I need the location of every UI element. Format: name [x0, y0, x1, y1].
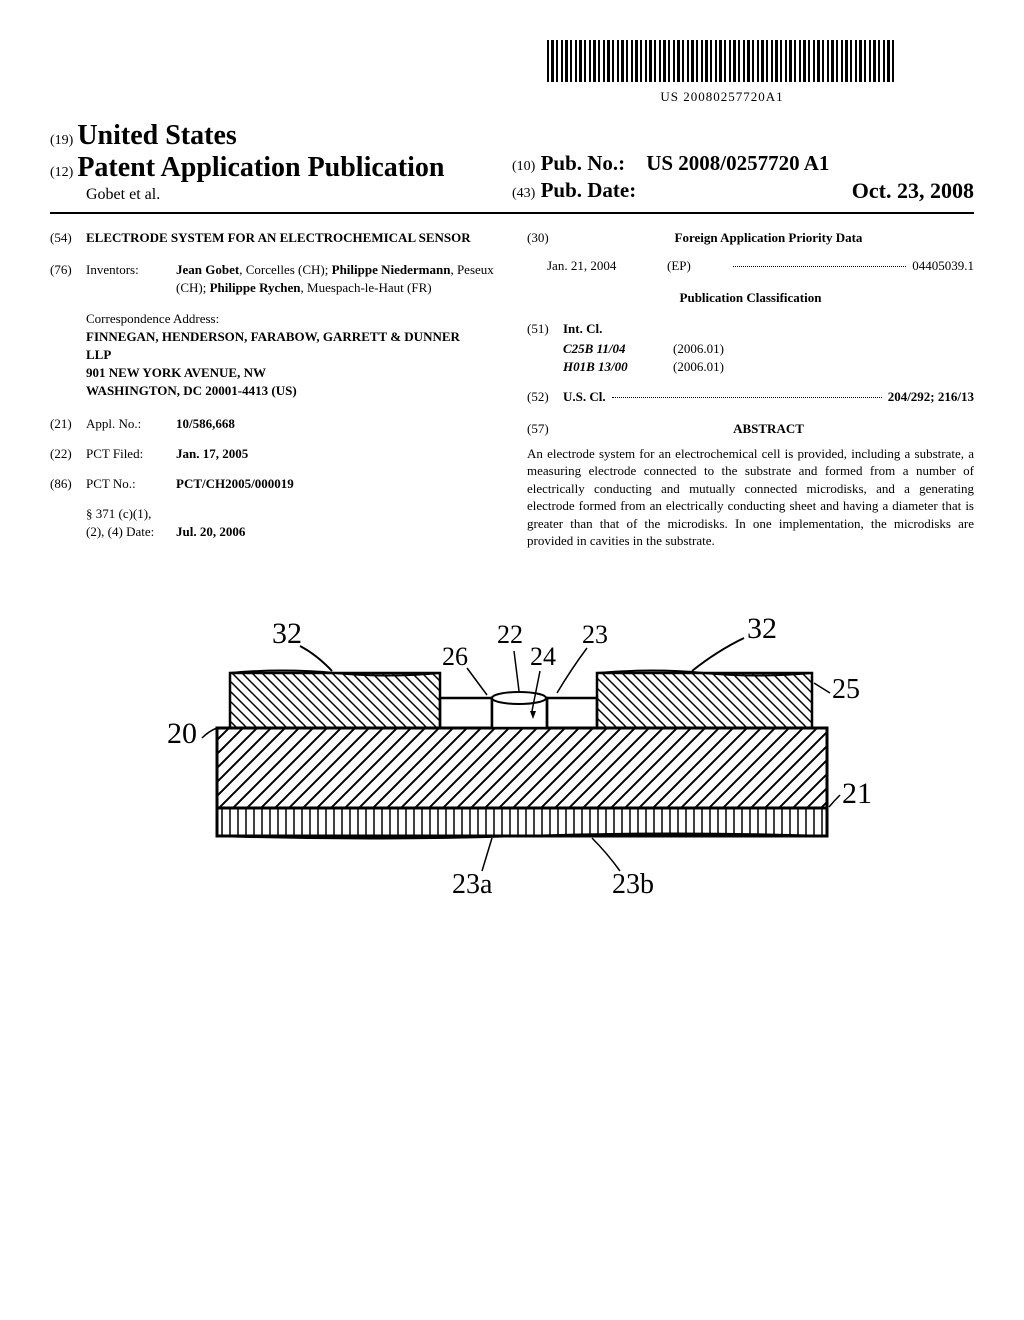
pub-class-header: Publication Classification — [527, 289, 974, 307]
pub-date-label: Pub. Date: — [541, 178, 637, 202]
header-right: (10) Pub. No.: US 2008/0257720 A1 (43) P… — [512, 151, 974, 204]
appl-no: 10/586,668 — [176, 415, 497, 433]
appl-no-label: Appl. No.: — [86, 415, 176, 433]
foreign-code: (30) — [527, 229, 563, 247]
pub-type: Patent Application Publication — [77, 152, 444, 183]
appl-no-code: (21) — [50, 415, 86, 433]
dots — [612, 388, 882, 398]
svg-text:32: 32 — [272, 617, 302, 650]
barcode-graphic — [547, 40, 897, 82]
svg-text:23: 23 — [582, 620, 608, 649]
document-header: (19) United States (12) Patent Applicati… — [50, 120, 974, 214]
svg-text:23a: 23a — [452, 869, 493, 900]
right-column: (30) Foreign Application Priority Data J… — [527, 229, 974, 553]
s371-date: Jul. 20, 2006 — [176, 523, 497, 541]
pct-no-code: (86) — [50, 475, 86, 493]
foreign-header: Foreign Application Priority Data — [563, 229, 974, 247]
pct-filed-label: PCT Filed: — [86, 445, 176, 463]
svg-text:32: 32 — [747, 612, 777, 645]
title-code: (54) — [50, 229, 86, 247]
svg-text:26: 26 — [442, 642, 468, 671]
abstract-header: ABSTRACT — [563, 420, 974, 438]
foreign-num: 04405039.1 — [912, 257, 974, 275]
correspondence-addr2: WASHINGTON, DC 20001-4413 (US) — [86, 382, 497, 400]
int-cl-label: Int. Cl. — [563, 320, 602, 338]
us-cl-code: (52) — [527, 388, 563, 406]
correspondence-addr1: 901 NEW YORK AVENUE, NW — [86, 364, 497, 382]
int-cl-2-year: (2006.01) — [673, 358, 724, 376]
svg-text:23b: 23b — [612, 869, 654, 900]
columns: (54) ELECTRODE SYSTEM FOR AN ELECTROCHEM… — [50, 229, 974, 553]
pub-type-code: (12) — [50, 165, 73, 180]
foreign-row: Jan. 21, 2004 (EP) 04405039.1 — [547, 257, 974, 275]
abstract-text: An electrode system for an electrochemic… — [527, 445, 974, 550]
figure-container: 32 32 22 23 26 24 25 20 21 23a 23b — [50, 583, 974, 918]
pct-no-label: PCT No.: — [86, 475, 176, 493]
svg-text:24: 24 — [530, 642, 556, 671]
us-cl-value: 204/292; 216/13 — [888, 388, 974, 406]
foreign-country: (EP) — [667, 257, 727, 275]
int-cl-1: C25B 11/04 — [563, 340, 673, 358]
patent-figure: 32 32 22 23 26 24 25 20 21 23a 23b — [122, 583, 902, 913]
pub-no: US 2008/0257720 A1 — [646, 151, 829, 175]
svg-text:21: 21 — [842, 777, 872, 810]
barcode-text: US 20080257720A1 — [470, 89, 974, 105]
inventors-label: Inventors: — [86, 261, 176, 297]
country-code: (19) — [50, 133, 73, 148]
inventors-code: (76) — [50, 261, 86, 297]
dots — [733, 257, 906, 267]
correspondence-label: Correspondence Address: — [86, 310, 497, 328]
barcode-section: US 20080257720A1 — [470, 40, 974, 105]
correspondence: Correspondence Address: FINNEGAN, HENDER… — [86, 310, 497, 401]
authors-line: Gobet et al. — [86, 186, 512, 204]
int-cl-2: H01B 13/00 — [563, 358, 673, 376]
pct-no: PCT/CH2005/000019 — [176, 475, 497, 493]
left-column: (54) ELECTRODE SYSTEM FOR AN ELECTROCHEM… — [50, 229, 497, 553]
correspondence-llp: LLP — [86, 346, 497, 364]
foreign-date: Jan. 21, 2004 — [547, 257, 667, 275]
pub-no-code: (10) — [512, 159, 535, 174]
pub-date: Oct. 23, 2008 — [852, 178, 974, 204]
pub-date-code: (43) — [512, 186, 535, 201]
svg-text:22: 22 — [497, 620, 523, 649]
abstract-code: (57) — [527, 420, 563, 438]
int-cl-1-year: (2006.01) — [673, 340, 724, 358]
svg-text:25: 25 — [832, 674, 860, 705]
s371-label2: (2), (4) Date: — [86, 523, 176, 541]
svg-text:20: 20 — [167, 717, 197, 750]
pub-no-label: Pub. No.: — [541, 151, 626, 175]
pct-filed-code: (22) — [50, 445, 86, 463]
country: United States — [77, 120, 236, 151]
header-left: (19) United States (12) Patent Applicati… — [50, 120, 512, 204]
s371-label: § 371 (c)(1), — [86, 505, 176, 523]
inventors: Jean Gobet, Corcelles (CH); Philippe Nie… — [176, 261, 497, 297]
pct-filed: Jan. 17, 2005 — [176, 445, 497, 463]
title: ELECTRODE SYSTEM FOR AN ELECTROCHEMICAL … — [86, 229, 471, 247]
correspondence-name: FINNEGAN, HENDERSON, FARABOW, GARRETT & … — [86, 328, 497, 346]
us-cl-label: U.S. Cl. — [563, 388, 606, 406]
int-cl-code: (51) — [527, 320, 563, 338]
